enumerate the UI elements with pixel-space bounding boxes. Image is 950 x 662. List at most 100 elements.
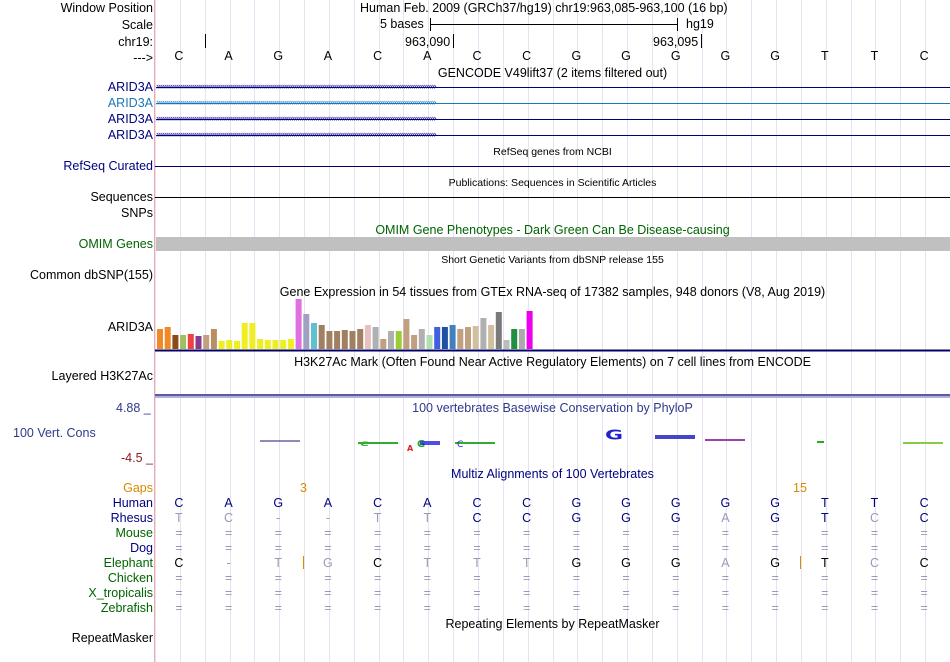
gtex-tissue-bar[interactable] — [287, 339, 294, 349]
phylop-label[interactable]: 100 Vert. Cons — [13, 426, 96, 440]
dbsnp-label[interactable]: Common dbSNP(155) — [30, 268, 153, 282]
gencode-track-label[interactable]: ARID3A — [107, 80, 153, 94]
gtex-tissue-bar[interactable] — [303, 314, 310, 349]
species-label[interactable]: Dog — [130, 541, 153, 555]
species-label[interactable]: Chicken — [107, 571, 153, 585]
gap-count-2: 15 — [793, 481, 807, 495]
gtex-tissue-bar[interactable] — [426, 335, 433, 349]
gtex-tissue-bar[interactable] — [434, 327, 441, 349]
gtex-tissue-bar[interactable] — [218, 341, 225, 349]
gridline — [701, 0, 703, 662]
species-label[interactable]: Human — [112, 496, 153, 510]
alignment-base: = — [523, 571, 531, 585]
gencode-track-label[interactable]: ARID3A — [107, 112, 153, 126]
gridline — [602, 0, 604, 662]
gtex-tissue-bar[interactable] — [441, 327, 448, 349]
alignment-base: T — [820, 496, 829, 510]
species-label[interactable]: X_tropicalis — [88, 586, 153, 600]
gridline — [428, 0, 430, 662]
gtex-tissue-bar[interactable] — [364, 325, 371, 349]
alignment-base: T — [423, 556, 432, 570]
alignment-base: = — [423, 601, 431, 615]
gtex-tissue-bar[interactable] — [457, 329, 464, 349]
gtex-tissue-bar[interactable] — [341, 330, 348, 349]
gtex-tissue-bar[interactable] — [472, 326, 479, 349]
gtex-tissue-bar[interactable] — [272, 340, 279, 349]
alignment-base: A — [721, 511, 730, 525]
gtex-tissue-bar[interactable] — [311, 323, 317, 349]
species-label[interactable]: Zebrafish — [100, 601, 153, 615]
phylop-ymax: 4.88 _ — [116, 401, 151, 415]
svg-text:G: G — [605, 428, 623, 443]
gencode-track-label[interactable]: ARID3A — [107, 128, 153, 142]
gtex-tissue-bar[interactable] — [280, 340, 287, 349]
gtex-tissue-bar[interactable] — [187, 334, 194, 349]
refseq-label[interactable]: RefSeq Curated — [63, 159, 153, 173]
gtex-tissue-bar[interactable] — [503, 340, 510, 349]
gtex-tissue-bar[interactable] — [357, 329, 364, 349]
gtex-tissue-bar[interactable] — [295, 299, 302, 349]
gencode-track-label[interactable]: ARID3A — [107, 96, 153, 110]
gtex-tissue-bar[interactable] — [334, 331, 341, 349]
alignment-base: C — [472, 511, 482, 525]
gridline — [726, 0, 728, 662]
gtex-tissue-bar[interactable] — [226, 340, 233, 349]
gtex-tissue-bar[interactable] — [203, 335, 210, 349]
gencode-transcript-line[interactable] — [156, 135, 950, 136]
omim-label[interactable]: OMIM Genes — [78, 237, 153, 251]
gencode-transcript-line[interactable] — [156, 103, 950, 104]
gtex-tissue-bar[interactable] — [480, 318, 487, 349]
alignment-base: = — [175, 571, 183, 585]
gtex-tissue-bar[interactable] — [349, 331, 356, 349]
species-label[interactable]: Rhesus — [110, 511, 153, 525]
gtex-tissue-bar[interactable] — [526, 311, 533, 349]
gtex-tissue-bar[interactable] — [172, 335, 179, 349]
gtex-label[interactable]: ARID3A — [107, 320, 153, 334]
gtex-tissue-bar[interactable] — [164, 327, 171, 349]
alignment-base: A — [423, 496, 432, 510]
gtex-tissue-bar[interactable] — [403, 319, 410, 349]
gtex-tissue-bar[interactable] — [395, 331, 402, 349]
window-position-label: Window Position — [60, 1, 153, 15]
gtex-tissue-bar[interactable] — [418, 329, 425, 349]
gtex-tissue-bar[interactable] — [195, 336, 202, 349]
base-letter: G — [720, 49, 731, 63]
pubs-label[interactable]: Sequences — [90, 190, 153, 204]
alignment-base: G — [323, 556, 333, 570]
gencode-transcript-line[interactable] — [156, 87, 950, 88]
snps-label[interactable]: SNPs — [121, 206, 153, 220]
alignment-base: = — [672, 526, 680, 540]
gtex-tissue-bar[interactable] — [465, 327, 471, 349]
gtex-tissue-bar[interactable] — [241, 323, 248, 349]
gtex-tissue-bar[interactable] — [388, 331, 394, 349]
gtex-tissue-bar[interactable] — [180, 335, 187, 349]
gtex-tissue-bar[interactable] — [372, 327, 379, 349]
alignment-base: G — [571, 511, 582, 525]
gtex-tissue-bar[interactable] — [411, 335, 418, 349]
gtex-tissue-bar[interactable] — [257, 339, 264, 349]
gtex-tissue-bar[interactable] — [511, 329, 518, 349]
gtex-tissue-bar[interactable] — [157, 329, 163, 349]
gtex-tissue-bar[interactable] — [234, 341, 240, 349]
gtex-tissue-bar[interactable] — [326, 331, 333, 349]
gtex-tissue-bar[interactable] — [380, 339, 387, 349]
alignment-base: = — [373, 601, 382, 615]
gtex-tissue-bar[interactable] — [264, 340, 271, 349]
h3k27-label[interactable]: Layered H3K27Ac — [51, 369, 153, 383]
alignment-base: = — [821, 601, 829, 615]
gtex-tissue-bar[interactable] — [318, 325, 325, 349]
gtex-tissue-bar[interactable] — [488, 325, 495, 349]
gtex-tissue-bar[interactable] — [518, 329, 525, 349]
species-label[interactable]: Mouse — [115, 526, 153, 540]
alignment-base: = — [672, 571, 680, 585]
alignment-base: G — [621, 556, 631, 570]
gtex-tissue-bar[interactable] — [210, 329, 217, 349]
species-label[interactable]: Elephant — [103, 556, 153, 570]
gtex-chart — [155, 299, 950, 352]
gencode-transcript-line[interactable] — [156, 119, 950, 120]
gtex-tissue-bar[interactable] — [249, 323, 256, 349]
repeat-label[interactable]: RepeatMasker — [71, 631, 153, 645]
gtex-tissue-bar[interactable] — [449, 325, 456, 349]
gtex-tissue-bar[interactable] — [495, 312, 502, 349]
alignment-base: A — [224, 496, 233, 510]
